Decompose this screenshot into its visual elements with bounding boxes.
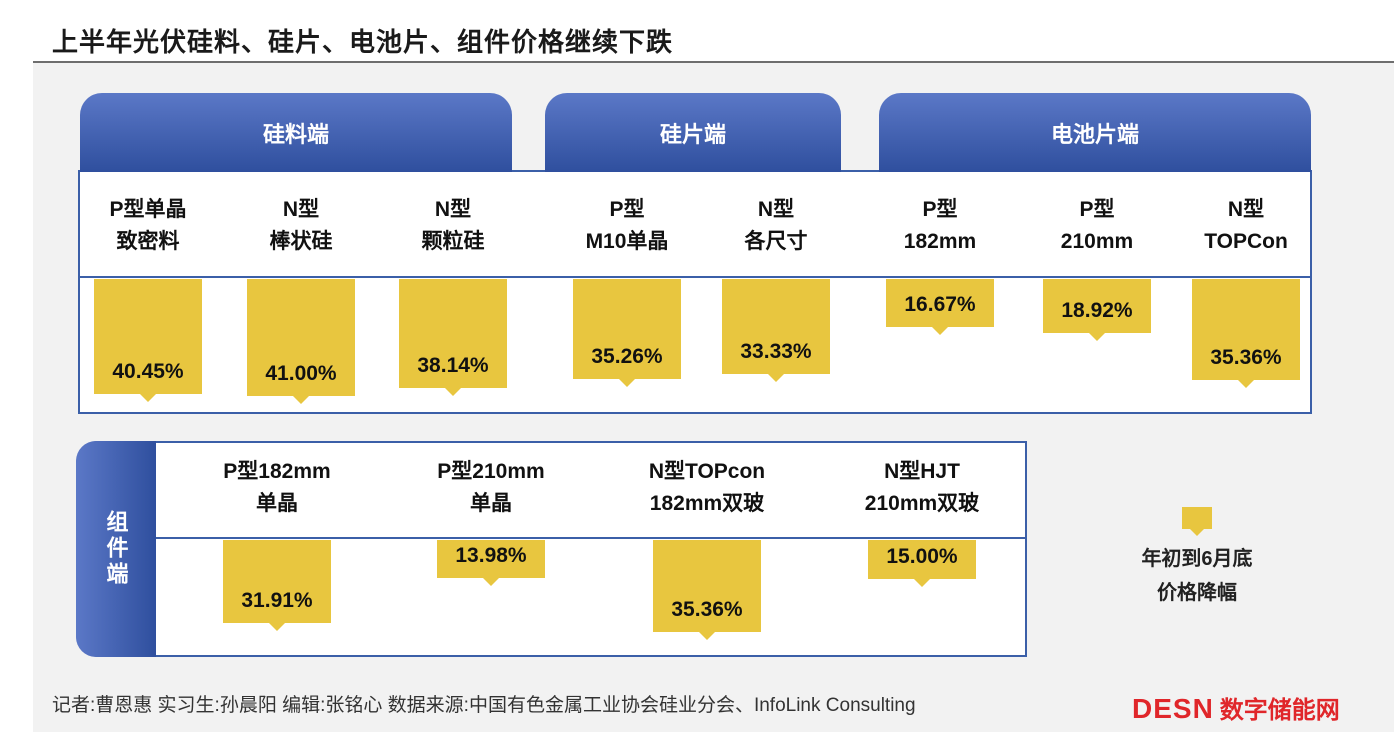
- legend-line-2: 价格降幅: [1157, 582, 1237, 604]
- column-header: N型 TOPCon: [1156, 194, 1336, 258]
- price-drop-bar: [1043, 279, 1151, 333]
- group-tab-wafer: 硅片端: [545, 93, 841, 172]
- price-drop-label: 18.92%: [1061, 298, 1133, 322]
- price-drop-label: 16.67%: [904, 292, 976, 316]
- column-header-line: P型182mm: [223, 460, 331, 483]
- column-header-line: 182mm: [903, 230, 977, 253]
- column-header-line: N型: [1227, 198, 1265, 221]
- brand-logo: DESN 数字储能网: [1132, 690, 1340, 725]
- price-drop-bar-tip: [293, 395, 309, 404]
- price-drop-bar-tip: [619, 379, 635, 388]
- brand-logo-cn: 数字储能网: [1219, 697, 1340, 724]
- price-drop-label: 33.33%: [740, 339, 812, 363]
- column-header-line: P型: [1079, 198, 1115, 221]
- price-drop-bar: [437, 540, 545, 578]
- column-header-line: 颗粒硅: [421, 230, 485, 253]
- column-header: N型棒状硅: [211, 194, 391, 258]
- column-header-line: P型: [609, 198, 645, 221]
- column-header-line: 单晶: [256, 492, 298, 515]
- price-drop-label: 35.36%: [1210, 345, 1282, 369]
- column-header-line: 棒状硅: [269, 230, 333, 253]
- column-header-line: 182mm双玻: [649, 492, 765, 515]
- price-drop-bar-tip: [1089, 332, 1105, 341]
- price-drop-bar-tip: [483, 578, 499, 586]
- column-header-line: N型HJT: [884, 460, 960, 483]
- price-drop-label: 40.45%: [112, 360, 184, 384]
- price-drop-bar-tip: [699, 631, 715, 640]
- group-tab-cell: 电池片端: [879, 93, 1311, 172]
- column-header-line: 210mm双玻: [864, 492, 980, 515]
- column-header-line: N型: [434, 198, 472, 221]
- group-tab-module: 组件端: [76, 441, 156, 657]
- column-header: P型单晶致密料: [58, 194, 238, 258]
- column-header-line: 各尺寸: [744, 230, 808, 253]
- legend-line-1: 年初到6月底: [1141, 548, 1253, 570]
- price-drop-label: 41.00%: [265, 361, 337, 385]
- footer-credits: 记者:曹恩惠 实习生:孙晨阳 编辑:张铭心 数据来源:中国有色金属工业协会硅业分…: [52, 695, 916, 716]
- price-drop-bar-tip: [932, 326, 948, 335]
- price-drop-bar-tip: [914, 579, 930, 587]
- column-header: P型182mm 单晶: [187, 456, 367, 520]
- lower-header-divider: [156, 537, 1025, 539]
- column-header-line: 单晶: [470, 492, 512, 515]
- column-header: P型 210mm: [1007, 194, 1187, 258]
- price-drop-bar: [653, 540, 761, 632]
- column-header-line: P型210mm: [437, 460, 545, 483]
- column-header-line: TOPCon: [1204, 230, 1288, 253]
- column-header: P型210mm 单晶: [401, 456, 581, 520]
- column-header: N型颗粒硅: [363, 194, 543, 258]
- price-drop-bar: [573, 279, 681, 380]
- column-header-line: 致密料: [116, 230, 180, 253]
- column-header-line: P型: [922, 198, 958, 221]
- price-drop-label: 35.36%: [671, 597, 743, 621]
- column-header-line: N型: [757, 198, 795, 221]
- column-header-line: 210mm: [1060, 230, 1134, 253]
- price-drop-bar-tip: [445, 387, 461, 396]
- price-drop-label: 38.14%: [417, 353, 489, 377]
- price-drop-bar-tip: [140, 394, 156, 403]
- column-header-line: N型TOPcon: [648, 460, 766, 483]
- price-drop-bar: [722, 279, 830, 374]
- column-header: N型HJT 210mm双玻: [832, 456, 1012, 520]
- price-drop-label: 35.26%: [591, 345, 663, 369]
- legend-marker: [1182, 507, 1212, 529]
- column-header-line: N型: [282, 198, 320, 221]
- price-drop-label: 31.91%: [241, 588, 313, 612]
- price-drop-bar: [886, 279, 994, 327]
- price-drop-bar-tip: [768, 373, 784, 382]
- price-drop-label: 15.00%: [886, 545, 958, 568]
- legend-text: 年初到6月底 价格降幅: [1120, 542, 1274, 610]
- title-divider: [33, 61, 1394, 63]
- price-drop-bar: [223, 540, 331, 623]
- price-drop-bar: [1192, 279, 1300, 380]
- brand-logo-latin: DESN: [1132, 693, 1214, 724]
- price-drop-bar: [94, 279, 202, 395]
- column-header: P型 M10单晶: [537, 194, 717, 258]
- price-drop-label: 13.98%: [455, 544, 527, 567]
- page-title: 上半年光伏硅料、硅片、电池片、组件价格继续下跌: [52, 27, 674, 57]
- upper-header-divider: [80, 276, 1310, 278]
- column-header: N型TOPcon 182mm双玻: [617, 456, 797, 520]
- column-header: P型 182mm: [850, 194, 1030, 258]
- price-drop-bar: [868, 540, 976, 579]
- column-header-line: M10单晶: [585, 230, 669, 253]
- price-drop-bar-tip: [1238, 379, 1254, 388]
- price-drop-bar: [399, 279, 507, 388]
- legend-marker-tip: [1190, 529, 1204, 536]
- column-header-line: P型单晶: [109, 198, 187, 221]
- price-drop-bar: [247, 279, 355, 396]
- price-drop-bar-tip: [269, 622, 285, 631]
- column-header: N型各尺寸: [686, 194, 866, 258]
- group-tab-polysilicon: 硅料端: [80, 93, 512, 172]
